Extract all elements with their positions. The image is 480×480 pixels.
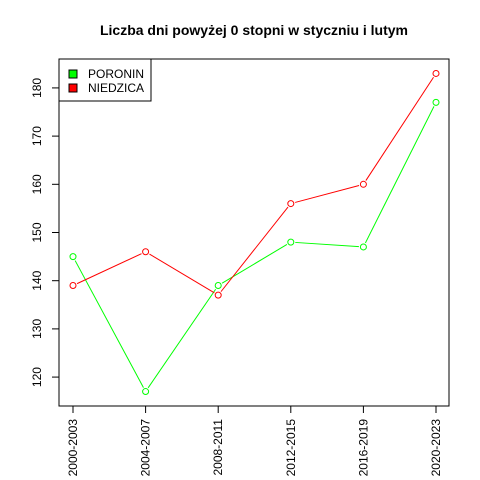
- data-point: [432, 98, 440, 106]
- y-tick-label: 170: [30, 126, 44, 146]
- chart-title: Liczba dni powyżej 0 stopni w styczniu i…: [100, 22, 408, 38]
- y-tick-label: 130: [30, 319, 44, 339]
- legend-box: [58, 58, 152, 102]
- data-point: [359, 180, 367, 188]
- series-segment: [364, 106, 435, 244]
- legend-swatch: [68, 69, 78, 79]
- legend-swatch: [68, 83, 78, 93]
- x-tick-label: 2004-2007: [139, 419, 153, 477]
- x-tick-label: 2000-2003: [66, 419, 80, 477]
- series-segment: [295, 241, 359, 248]
- series-layer: [69, 69, 440, 396]
- series-poronin: [69, 98, 440, 396]
- data-point: [214, 282, 222, 290]
- legend-label: PORONIN: [88, 67, 144, 81]
- y-tick-label: 180: [30, 78, 44, 98]
- x-tick-label: 2008-2011: [211, 419, 225, 476]
- data-point: [432, 69, 440, 77]
- series-segment: [74, 260, 144, 388]
- data-point: [142, 388, 150, 396]
- data-point: [214, 291, 222, 299]
- y-tick-label: 150: [30, 222, 44, 242]
- series-segment: [220, 206, 289, 292]
- series-segment: [295, 184, 360, 203]
- series-segment: [147, 288, 217, 389]
- data-point: [287, 200, 295, 208]
- data-point: [287, 238, 295, 246]
- series-segment: [149, 253, 215, 294]
- x-tick-label: 2020-2023: [429, 419, 443, 477]
- legend-label: NIEDZICA: [88, 81, 144, 95]
- x-tick-label: 2016-2019: [356, 419, 370, 477]
- data-point: [142, 248, 150, 256]
- y-axis: 120 130 140 150 160 170 180: [30, 78, 60, 387]
- x-tick-label: 2012-2015: [284, 419, 298, 477]
- data-point: [359, 243, 367, 251]
- y-tick-label: 160: [30, 174, 44, 194]
- y-tick-label: 120: [30, 367, 44, 387]
- y-tick-label: 140: [30, 270, 44, 290]
- series-segment: [365, 76, 434, 181]
- data-point: [69, 253, 77, 261]
- data-point: [69, 282, 77, 290]
- x-axis: 2000-2003 2004-2007 2008-2011 2012-2015 2016…: [66, 405, 443, 477]
- series-niedzica: [69, 69, 440, 299]
- series-segment: [76, 253, 142, 285]
